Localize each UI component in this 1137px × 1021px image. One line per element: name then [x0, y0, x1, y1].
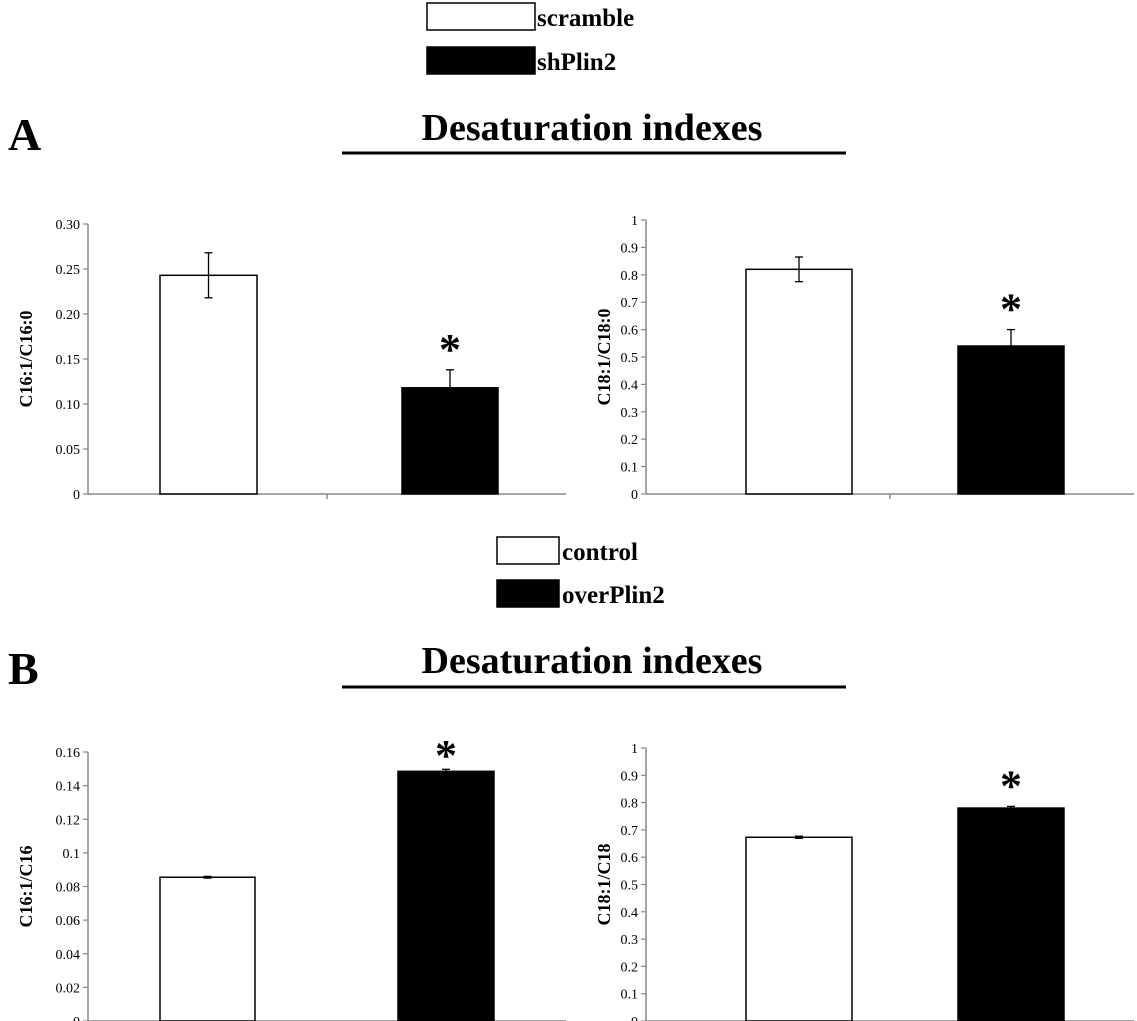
y-tick-label: 0 [631, 1015, 638, 1021]
y-axis-label: C18:1/C18:0 [594, 309, 614, 406]
y-tick-label: 0.5 [621, 879, 639, 894]
bar-overplin2 [957, 807, 1065, 1021]
y-tick-label: 0 [631, 488, 638, 503]
y-tick-label: 0.1 [63, 847, 81, 862]
bar-control [745, 836, 853, 1021]
chart-4: 0 0.1 0.2 0.3 0.4 0.5 0.6 0.7 0.8 0.9 1 C18:1/C18 * [594, 742, 1134, 1021]
y-tick-label: 0.9 [621, 769, 639, 784]
bar-shplin2 [957, 345, 1065, 495]
y-tick-label: 0.7 [621, 296, 639, 311]
y-axis-label: C16:1/C16 [16, 846, 36, 928]
y-tick-label: 0.1 [621, 988, 639, 1003]
bar-control [159, 876, 256, 1021]
legend-swatch-scramble [426, 2, 536, 31]
y-tick-label: 0.3 [621, 933, 639, 948]
chart-3: 0 0.02 0.04 0.06 0.08 0.1 0.12 0.14 0.16 C16:1/C1… [16, 731, 566, 1021]
y-tick-label: 0.4 [621, 378, 639, 393]
significance-marker: * [435, 731, 457, 780]
y-tick-label: 0.12 [56, 813, 81, 828]
section-a-title: Desaturation indexes [422, 107, 763, 149]
y-tick-label: 0.8 [621, 269, 639, 284]
section-a-legend: scramble shPlin2 [426, 2, 634, 76]
section-b-legend: control overPlin2 [496, 536, 665, 609]
y-tick-label: 0.14 [56, 780, 81, 795]
y-tick-label: 0.9 [621, 241, 639, 256]
y-tick-label: 0.7 [621, 824, 639, 839]
y-tick-label: 0.4 [621, 906, 639, 921]
y-axis-label: C16:1/C16:0 [16, 311, 36, 408]
y-tick-label: 0.04 [56, 948, 81, 963]
panel-letter-b: B [8, 643, 39, 694]
y-tick-label: 0 [73, 1015, 80, 1021]
y-tick-label: 0.08 [56, 881, 81, 896]
y-tick-label: 1 [631, 214, 638, 229]
y-tick-label: 0.2 [621, 433, 639, 448]
y-tick-label: 0.20 [56, 308, 81, 323]
bar-scramble [745, 268, 853, 495]
section-b-title: Desaturation indexes [422, 640, 763, 682]
legend-label-scramble: scramble [537, 5, 634, 32]
legend-swatch-control [496, 536, 560, 565]
y-tick-label: 0.15 [56, 353, 81, 368]
legend-label-control: control [562, 539, 638, 566]
y-tick-label: 0.02 [56, 981, 81, 996]
y-tick-label: 0.1 [621, 461, 639, 476]
y-tick-label: 0.2 [621, 960, 639, 975]
y-tick-label: 0.30 [56, 218, 81, 233]
y-tick-label: 0.6 [621, 851, 639, 866]
y-tick-label: 1 [631, 742, 638, 757]
y-tick-label: 0.3 [621, 406, 639, 421]
significance-marker: * [439, 325, 461, 374]
bar-scramble [159, 274, 258, 495]
panel-letter-a: A [8, 109, 41, 160]
significance-marker: * [1000, 761, 1022, 810]
bar-shplin2 [401, 387, 499, 495]
significance-marker: * [1000, 285, 1022, 334]
y-tick-label: 0.25 [56, 263, 81, 278]
chart-1: 0 0.05 0.10 0.15 0.20 0.25 0.30 C16:1/C16:0 * [16, 218, 566, 503]
y-tick-label: 0.06 [56, 914, 81, 929]
y-tick-label: 0.10 [56, 398, 81, 413]
y-tick-label: 0.6 [621, 324, 639, 339]
y-tick-label: 0.8 [621, 797, 639, 812]
y-tick-label: 0.05 [56, 443, 81, 458]
legend-swatch-shplin2 [426, 46, 536, 75]
legend-swatch-overplin2 [496, 579, 560, 608]
bar-overplin2 [397, 770, 495, 1021]
y-tick-label: 0 [73, 488, 80, 503]
y-axis-label: C18:1/C18 [594, 844, 614, 926]
legend-label-overplin2: overPlin2 [562, 582, 665, 609]
legend-label-shplin2: shPlin2 [537, 49, 616, 76]
chart-2: 0 0.1 0.2 0.3 0.4 0.5 0.6 0.7 0.8 0.9 1 C18:1/C18:0… [594, 214, 1134, 503]
y-tick-label: 0.16 [56, 746, 81, 761]
y-tick-label: 0.5 [621, 351, 639, 366]
